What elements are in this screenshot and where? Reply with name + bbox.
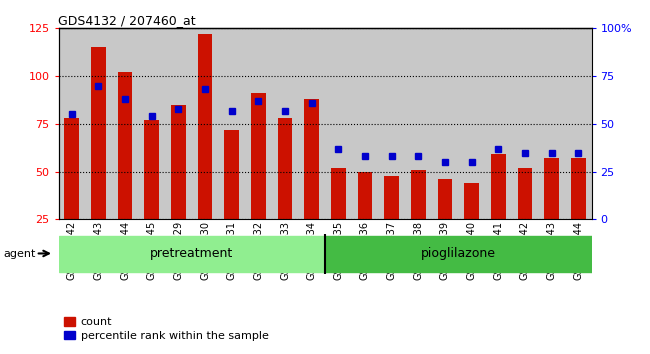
Bar	[464, 183, 479, 219]
Bar	[378, 28, 405, 219]
Bar	[517, 168, 532, 219]
Bar	[224, 130, 239, 219]
Bar	[437, 179, 452, 219]
Bar	[218, 28, 245, 219]
Bar	[64, 118, 79, 219]
Bar	[91, 47, 106, 219]
Bar	[544, 158, 559, 219]
Bar	[325, 28, 352, 219]
Bar	[458, 28, 485, 219]
Bar	[331, 168, 346, 219]
Bar	[491, 154, 506, 219]
Bar	[192, 28, 218, 219]
Bar	[352, 28, 378, 219]
Legend: count, percentile rank within the sample: count, percentile rank within the sample	[64, 317, 268, 341]
Bar	[85, 28, 112, 219]
Bar	[298, 28, 325, 219]
Bar	[171, 105, 186, 219]
Bar	[405, 28, 432, 219]
Bar	[432, 28, 458, 219]
Bar	[538, 28, 565, 219]
Bar	[325, 236, 592, 272]
Bar	[304, 99, 319, 219]
Bar	[358, 172, 372, 219]
Bar	[112, 28, 138, 219]
Bar	[485, 28, 512, 219]
Text: pretreatment: pretreatment	[150, 247, 233, 261]
Bar	[58, 28, 85, 219]
Bar	[512, 28, 538, 219]
Bar	[165, 28, 192, 219]
Bar	[251, 93, 266, 219]
Bar	[118, 72, 133, 219]
Text: pioglilazone: pioglilazone	[421, 247, 496, 261]
Bar	[198, 34, 213, 219]
Bar	[571, 158, 586, 219]
Bar	[384, 176, 399, 219]
Bar	[245, 28, 272, 219]
Text: agent: agent	[3, 249, 36, 259]
Bar	[272, 28, 298, 219]
Bar	[144, 120, 159, 219]
Bar	[138, 28, 165, 219]
Bar	[411, 170, 426, 219]
Bar	[278, 118, 292, 219]
Text: GDS4132 / 207460_at: GDS4132 / 207460_at	[58, 14, 196, 27]
Bar	[565, 28, 592, 219]
Bar	[58, 236, 325, 272]
